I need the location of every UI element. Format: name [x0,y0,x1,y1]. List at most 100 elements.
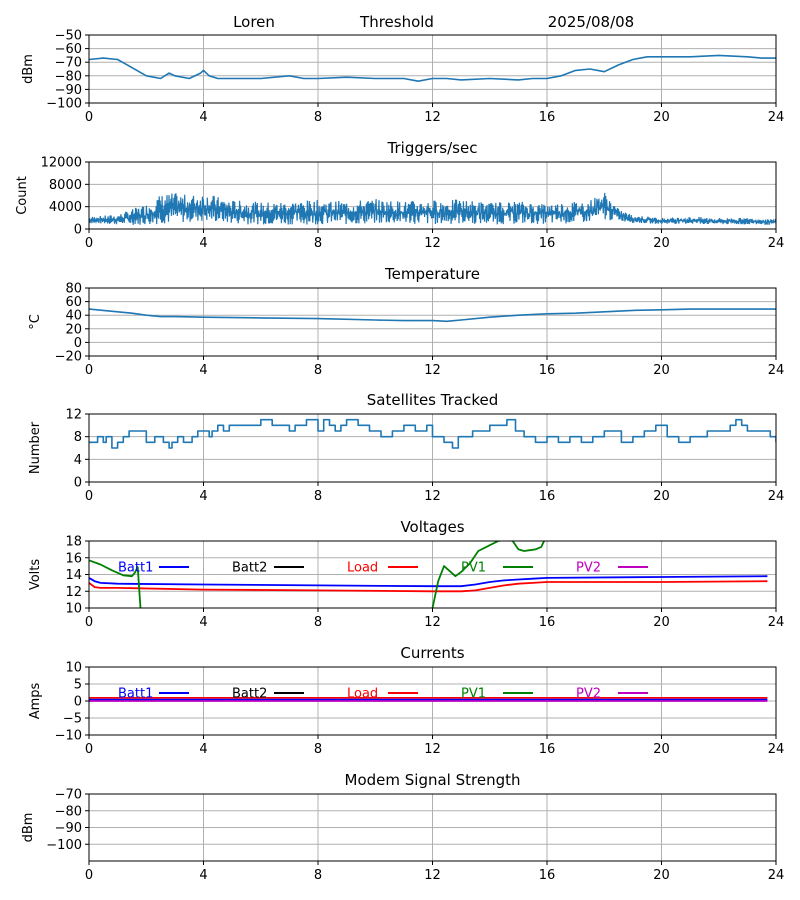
ytick-label-0: 0 [74,223,82,238]
ytick-label-1: 12 [65,585,82,600]
xtick-label-0: 0 [85,363,93,378]
ytick-label-0: −100 [46,838,82,853]
panel-modem: 0 4 8 12 16 20 24 −100 −90 −80−70 Modem Signal Str… [21,771,784,883]
xtick-label-0: 0 [85,742,93,757]
y-axis-label: °C [28,314,43,330]
xtick-label-2: 8 [314,110,322,125]
ytick-label-0: −100 [46,97,82,112]
ytick-label-4: 18 [65,535,82,550]
xtick-label-1: 4 [199,742,207,757]
series-satellites-line [89,418,776,449]
panel-title: Currents [400,644,464,662]
panel-title: Modem Signal Strength [345,771,521,789]
ytick-label-5: 80 [65,282,82,297]
xtick-label-4: 16 [539,110,556,125]
xtick-label-1: 4 [199,868,207,883]
xtick-label-1: 4 [199,363,207,378]
xtick-label-1: 4 [199,489,207,504]
xtick-label-6: 24 [768,236,785,251]
legend-label-batt2: Batt2 [232,687,267,702]
ytick-label-5: −50 [55,29,82,44]
xtick-label-3: 12 [424,868,441,883]
ytick-label-3: 40 [65,309,82,324]
xtick-label-5: 20 [653,615,670,630]
ytick-label-3: 12 [65,408,82,423]
xtick-label-6: 24 [768,615,785,630]
xtick-label-6: 24 [768,868,785,883]
xtick-label-5: 20 [653,489,670,504]
xtick-label-3: 12 [424,489,441,504]
y-axis-label: Count [15,176,30,215]
ytick-label-2: 8 [74,430,82,445]
ytick-label-2: −80 [55,69,82,84]
series-triggers-line [89,192,776,225]
ytick-label-1: −90 [55,83,82,98]
legend-label-batt1: Batt1 [118,561,153,576]
ytick-label-1: −90 [55,821,82,836]
panel-title: Satellites Tracked [367,391,498,409]
series-group [89,697,768,702]
xtick-label-3: 12 [424,110,441,125]
ytick-label-4: 60 [65,295,82,310]
series-group [89,54,776,82]
y-axis-label: dBm [21,813,36,843]
xtick-label-4: 16 [539,615,556,630]
ytick-label-1: 4000 [49,200,82,215]
xtick-label-3: 12 [424,742,441,757]
ytick-label-3: 16 [65,551,82,566]
series-group [89,308,776,323]
xtick-label-4: 16 [539,742,556,757]
ytick-label-1: 0 [74,336,82,351]
header-site: Loren [233,13,275,31]
xtick-label-5: 20 [653,110,670,125]
xtick-label-0: 0 [85,236,93,251]
panel-satellites: 0 4 8 12 16 20 24 0 4 8 12 Satellites Tracked Number [28,391,784,504]
ytick-label-1: −5 [63,712,82,727]
panel-title: Triggers/sec [387,139,478,157]
ytick-label-3: −70 [55,56,82,71]
xtick-label-4: 16 [539,489,556,504]
legend-label-pv2: PV2 [576,687,601,702]
ytick-label-2: 20 [65,322,82,337]
series-group [89,192,776,225]
xtick-label-0: 0 [85,110,93,125]
xtick-label-5: 20 [653,742,670,757]
panel-title: Voltages [400,518,464,536]
xtick-label-4: 16 [539,236,556,251]
panel-title: Temperature [384,265,480,283]
series-Load-line [89,580,768,593]
ytick-label-2: 14 [65,568,82,583]
ytick-label-3: 5 [74,678,82,693]
header-date: 2025/08/08 [548,13,634,31]
legend-label-batt1: Batt1 [118,687,153,702]
xtick-label-4: 16 [539,363,556,378]
xtick-label-1: 4 [199,110,207,125]
panel-triggers: 0 4 8 12 16 20 24 0 4000 8000 12000 Triggers/sec Cou… [15,139,784,251]
xtick-label-1: 4 [199,615,207,630]
xtick-label-2: 8 [314,489,322,504]
y-axis-label: Number [28,421,43,474]
legend-label-load: Load [347,561,378,576]
xtick-label-1: 4 [199,236,207,251]
xtick-label-0: 0 [85,489,93,504]
xtick-label-0: 0 [85,868,93,883]
y-axis-label: Amps [28,682,43,719]
xtick-label-6: 24 [768,742,785,757]
ytick-label-3: 12000 [41,156,82,171]
ytick-label-0: 10 [65,602,82,617]
ytick-label-2: −80 [55,804,82,819]
ytick-label-1: 4 [74,453,82,468]
xtick-label-6: 24 [768,489,785,504]
xtick-label-4: 16 [539,868,556,883]
series-PV1-line-0 [89,559,142,608]
legend-label-batt2: Batt2 [232,561,267,576]
ytick-label-0: 0 [74,476,82,491]
ytick-label-4: −60 [55,42,82,57]
ytick-label-0: −10 [55,729,82,744]
series-group [89,418,776,449]
xtick-label-2: 8 [314,363,322,378]
